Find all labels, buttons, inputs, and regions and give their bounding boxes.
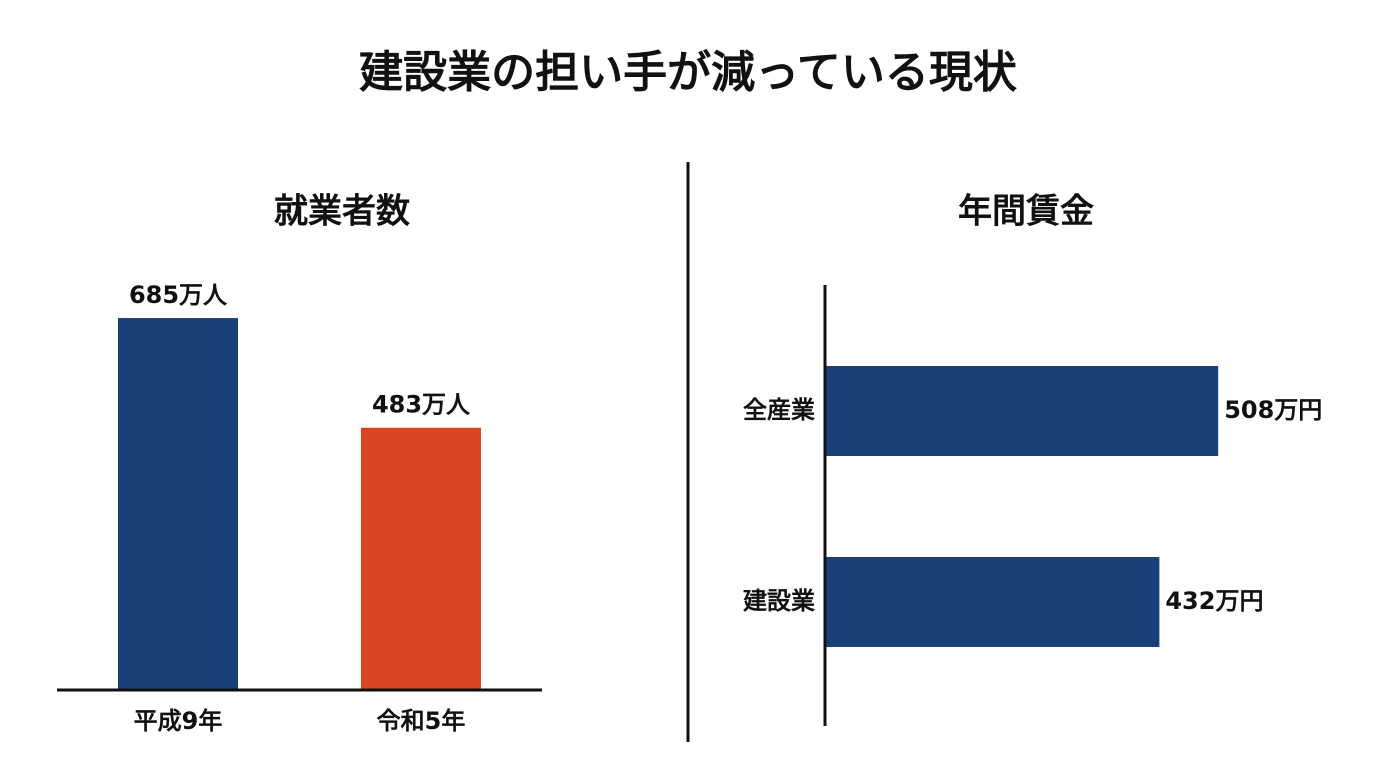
bar	[825, 366, 1219, 456]
category-label: 平成9年	[134, 707, 223, 735]
category-label: 建設業	[743, 587, 815, 615]
chart-title: 就業者数	[274, 192, 410, 232]
bar	[361, 427, 481, 690]
chart-title: 年間賃金	[958, 192, 1094, 232]
category-label: 令和5年	[377, 707, 466, 735]
value-label: 685万人	[129, 281, 228, 309]
value-label: 432万円	[1165, 587, 1263, 615]
category-label: 全産業	[743, 396, 815, 424]
bar	[118, 318, 238, 690]
value-label: 508万円	[1224, 396, 1322, 424]
value-label: 483万人	[372, 391, 471, 419]
main-title: 建設業の担い手が減っている現状	[359, 47, 1018, 98]
bar	[825, 557, 1160, 647]
